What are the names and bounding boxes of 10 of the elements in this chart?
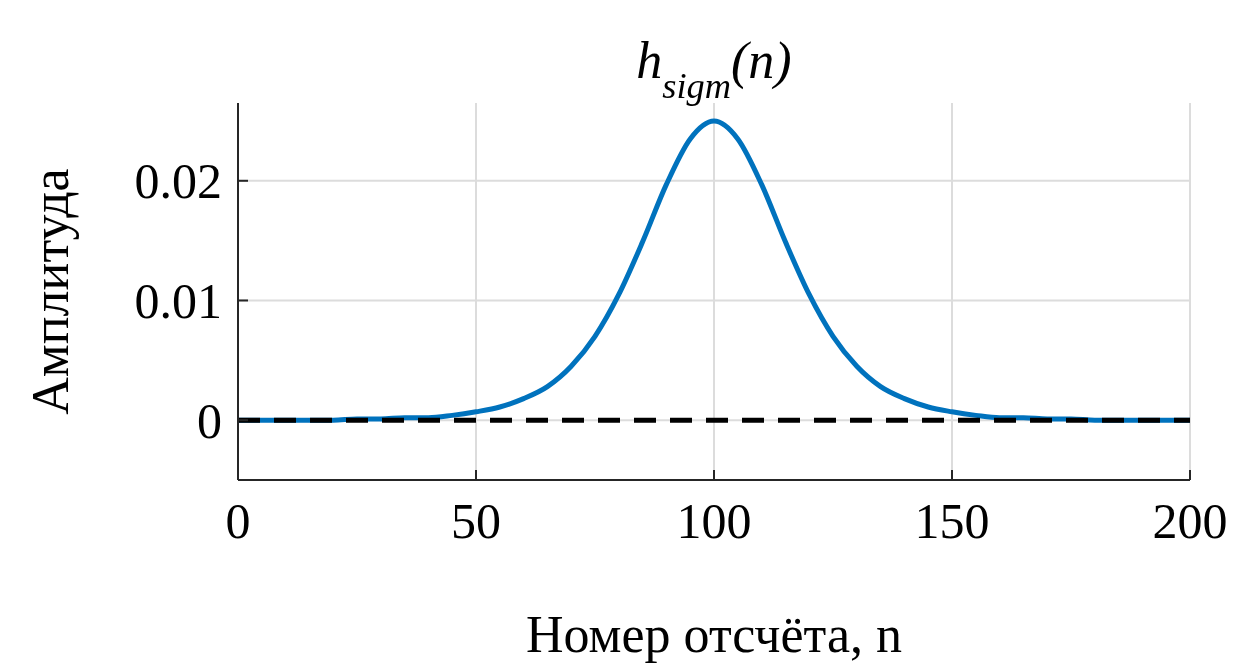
x-tick-label: 100 [676, 493, 752, 549]
y-axis-title: Амплитуда [22, 168, 79, 415]
y-tick-label: 0 [197, 392, 222, 449]
x-tick-label: 200 [1152, 493, 1228, 549]
x-tick-label: 150 [914, 493, 990, 549]
y-tick-label: 0.01 [134, 272, 222, 329]
x-tick-label: 50 [451, 493, 501, 549]
chart-title: h$_{sigm}$(n) [636, 32, 792, 106]
x-axis-title: Номер отсчёта, n [526, 606, 902, 663]
y-tick-label: 0.02 [134, 153, 222, 210]
